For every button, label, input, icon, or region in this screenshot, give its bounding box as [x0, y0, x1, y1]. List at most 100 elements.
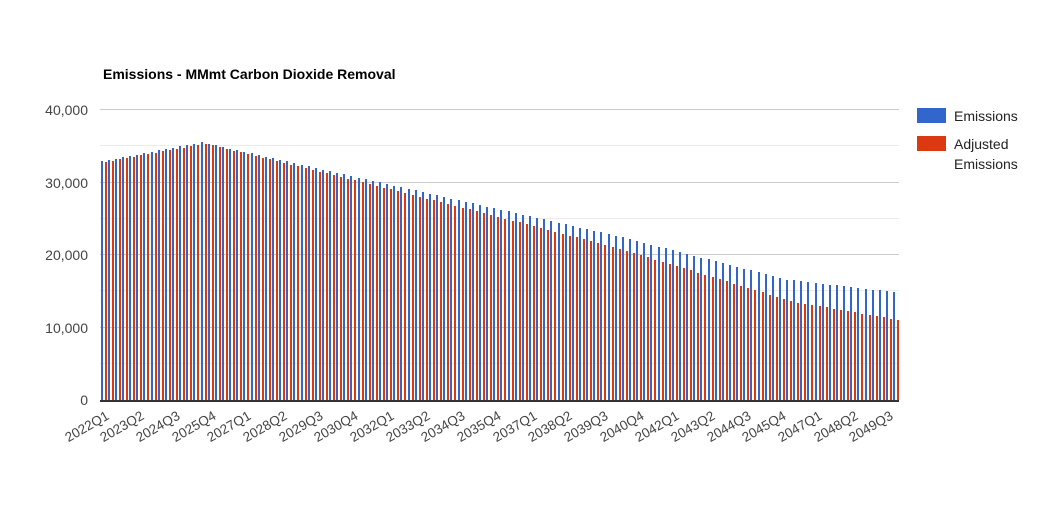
bar-emissions[interactable]	[807, 282, 810, 400]
bar-adjusted-emissions[interactable]	[704, 274, 707, 400]
bar-emissions[interactable]	[607, 233, 610, 400]
bar-adjusted-emissions[interactable]	[125, 157, 128, 400]
bar-emissions[interactable]	[586, 229, 589, 400]
bar-emissions[interactable]	[371, 180, 374, 400]
bar-adjusted-emissions[interactable]	[640, 255, 643, 400]
bar-emissions[interactable]	[728, 264, 731, 400]
bar-emissions[interactable]	[529, 216, 531, 400]
bar-emissions[interactable]	[886, 291, 889, 400]
bar-emissions[interactable]	[379, 182, 382, 400]
bar-adjusted-emissions[interactable]	[261, 157, 264, 400]
bar-emissions[interactable]	[343, 174, 346, 400]
bar-emissions[interactable]	[721, 263, 724, 400]
bar-emissions[interactable]	[464, 201, 467, 400]
bar-adjusted-emissions[interactable]	[782, 299, 785, 400]
bar-emissions[interactable]	[471, 203, 474, 400]
bar-adjusted-emissions[interactable]	[104, 161, 107, 400]
bar-emissions[interactable]	[386, 184, 389, 400]
bar-emissions[interactable]	[757, 272, 760, 400]
bar-emissions[interactable]	[207, 143, 210, 400]
bar-emissions[interactable]	[179, 146, 182, 400]
bar-emissions[interactable]	[828, 284, 831, 400]
bar-adjusted-emissions[interactable]	[418, 196, 421, 400]
bar-adjusted-emissions[interactable]	[761, 292, 764, 400]
bar-adjusted-emissions[interactable]	[632, 253, 635, 400]
bar-adjusted-emissions[interactable]	[218, 147, 221, 400]
bar-adjusted-emissions[interactable]	[283, 162, 286, 400]
bar-adjusted-emissions[interactable]	[661, 261, 664, 400]
bar-emissions[interactable]	[657, 246, 660, 400]
bar-emissions[interactable]	[778, 277, 781, 400]
bar-emissions[interactable]	[271, 158, 274, 400]
bar-adjusted-emissions[interactable]	[175, 148, 178, 400]
bar-emissions[interactable]	[650, 244, 653, 400]
bar-adjusted-emissions[interactable]	[447, 203, 450, 400]
bar-adjusted-emissions[interactable]	[797, 302, 800, 400]
bar-adjusted-emissions[interactable]	[890, 318, 893, 400]
bar-adjusted-emissions[interactable]	[625, 251, 628, 400]
bar-emissions[interactable]	[443, 196, 446, 400]
bar-emissions[interactable]	[136, 154, 139, 400]
bar-emissions[interactable]	[543, 219, 546, 400]
bar-emissions[interactable]	[100, 161, 103, 400]
bar-emissions[interactable]	[628, 239, 631, 400]
bar-adjusted-emissions[interactable]	[718, 279, 721, 400]
bar-adjusted-emissions[interactable]	[468, 209, 471, 400]
bar-emissions[interactable]	[450, 198, 453, 400]
bar-adjusted-emissions[interactable]	[133, 156, 136, 400]
bar-emissions[interactable]	[314, 167, 317, 400]
bar-adjusted-emissions[interactable]	[204, 143, 207, 400]
bar-adjusted-emissions[interactable]	[490, 214, 493, 400]
bar-adjusted-emissions[interactable]	[190, 146, 193, 400]
bar-emissions[interactable]	[578, 227, 581, 400]
bar-emissions[interactable]	[200, 142, 203, 400]
bar-adjusted-emissions[interactable]	[882, 317, 885, 400]
bar-adjusted-emissions[interactable]	[682, 268, 685, 400]
bar-adjusted-emissions[interactable]	[361, 182, 364, 400]
bar-adjusted-emissions[interactable]	[440, 202, 443, 400]
bar-adjusted-emissions[interactable]	[475, 211, 478, 400]
bar-emissions[interactable]	[564, 224, 567, 400]
bar-adjusted-emissions[interactable]	[233, 150, 236, 400]
bar-adjusted-emissions[interactable]	[168, 150, 171, 400]
bar-emissions[interactable]	[843, 286, 846, 400]
bar-emissions[interactable]	[114, 158, 117, 400]
bar-emissions[interactable]	[107, 160, 110, 400]
bar-emissions[interactable]	[686, 253, 689, 400]
bar-emissions[interactable]	[786, 279, 789, 400]
bar-emissions[interactable]	[250, 153, 253, 400]
bar-emissions[interactable]	[700, 257, 703, 400]
bar-emissions[interactable]	[814, 282, 817, 400]
bar-adjusted-emissions[interactable]	[297, 166, 300, 400]
bar-adjusted-emissions[interactable]	[861, 313, 864, 400]
bar-adjusted-emissions[interactable]	[461, 207, 464, 400]
bar-adjusted-emissions[interactable]	[690, 270, 693, 400]
bar-adjusted-emissions[interactable]	[832, 308, 835, 400]
bar-adjusted-emissions[interactable]	[154, 152, 157, 400]
bar-adjusted-emissions[interactable]	[147, 154, 150, 400]
bar-emissions[interactable]	[507, 211, 510, 400]
bar-adjusted-emissions[interactable]	[811, 304, 814, 400]
bar-adjusted-emissions[interactable]	[840, 309, 843, 400]
bar-emissions[interactable]	[407, 188, 410, 400]
bar-adjusted-emissions[interactable]	[568, 235, 571, 400]
bar-adjusted-emissions[interactable]	[197, 145, 200, 400]
bar-emissions[interactable]	[614, 235, 617, 400]
bar-emissions[interactable]	[129, 155, 132, 400]
bar-adjusted-emissions[interactable]	[497, 216, 500, 400]
bar-adjusted-emissions[interactable]	[554, 231, 557, 400]
bar-adjusted-emissions[interactable]	[211, 145, 214, 400]
bar-emissions[interactable]	[664, 248, 667, 400]
bar-adjusted-emissions[interactable]	[804, 303, 807, 400]
bar-adjusted-emissions[interactable]	[604, 245, 607, 400]
bar-adjusted-emissions[interactable]	[404, 193, 407, 400]
bar-emissions[interactable]	[286, 161, 289, 400]
bar-adjusted-emissions[interactable]	[433, 200, 436, 400]
bar-adjusted-emissions[interactable]	[711, 277, 714, 400]
bar-adjusted-emissions[interactable]	[411, 194, 414, 400]
bar-emissions[interactable]	[550, 221, 553, 400]
bar-adjusted-emissions[interactable]	[254, 155, 257, 400]
bar-emissions[interactable]	[500, 209, 503, 400]
bar-adjusted-emissions[interactable]	[847, 311, 850, 400]
bar-emissions[interactable]	[229, 148, 232, 400]
